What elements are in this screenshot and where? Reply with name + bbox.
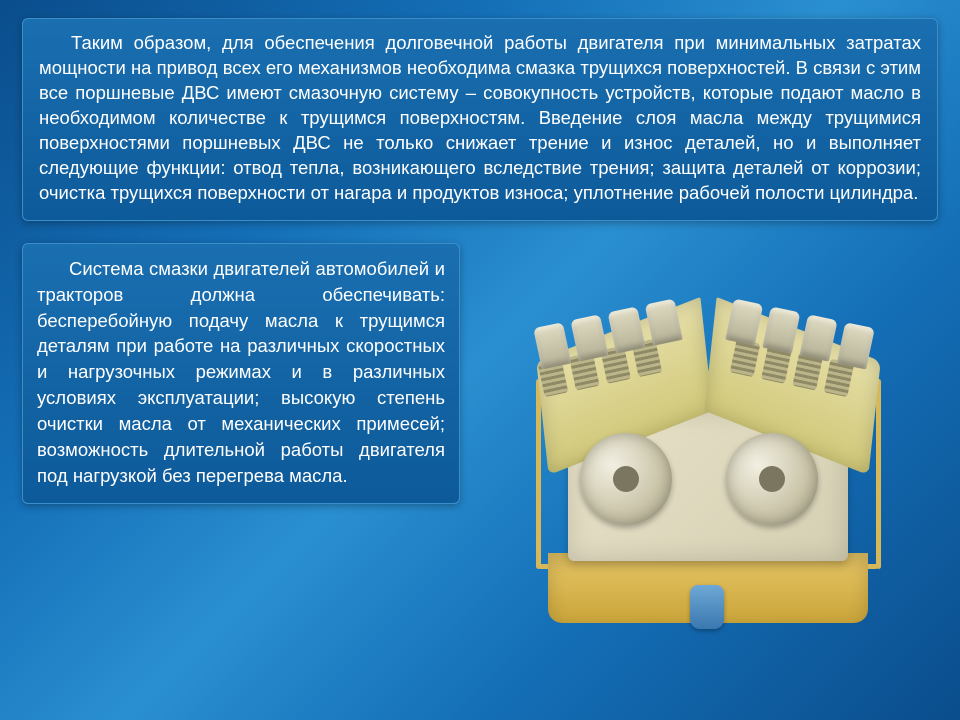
rocker-arm bbox=[762, 306, 800, 353]
pulley-left bbox=[580, 433, 672, 525]
pulley-right bbox=[726, 433, 818, 525]
top-paragraph-text: Таким образом, для обеспечения долговечн… bbox=[39, 31, 921, 206]
rocker-arm bbox=[608, 306, 646, 353]
oil-filter bbox=[690, 585, 724, 629]
left-paragraph-box: Система смазки двигателей автомобилей и … bbox=[22, 243, 460, 504]
left-paragraph-text: Система смазки двигателей автомобилей и … bbox=[37, 256, 445, 489]
rocker-arm bbox=[570, 314, 608, 361]
top-paragraph-box: Таким образом, для обеспечения долговечн… bbox=[22, 18, 938, 221]
lower-row: Система смазки двигателей автомобилей и … bbox=[22, 243, 938, 643]
rocker-arm bbox=[800, 314, 838, 361]
engine-canvas bbox=[488, 253, 928, 633]
oil-tube bbox=[876, 379, 881, 569]
slide: Таким образом, для обеспечения долговечн… bbox=[0, 0, 960, 720]
engine-illustration bbox=[478, 243, 938, 643]
oil-tube bbox=[536, 379, 541, 569]
